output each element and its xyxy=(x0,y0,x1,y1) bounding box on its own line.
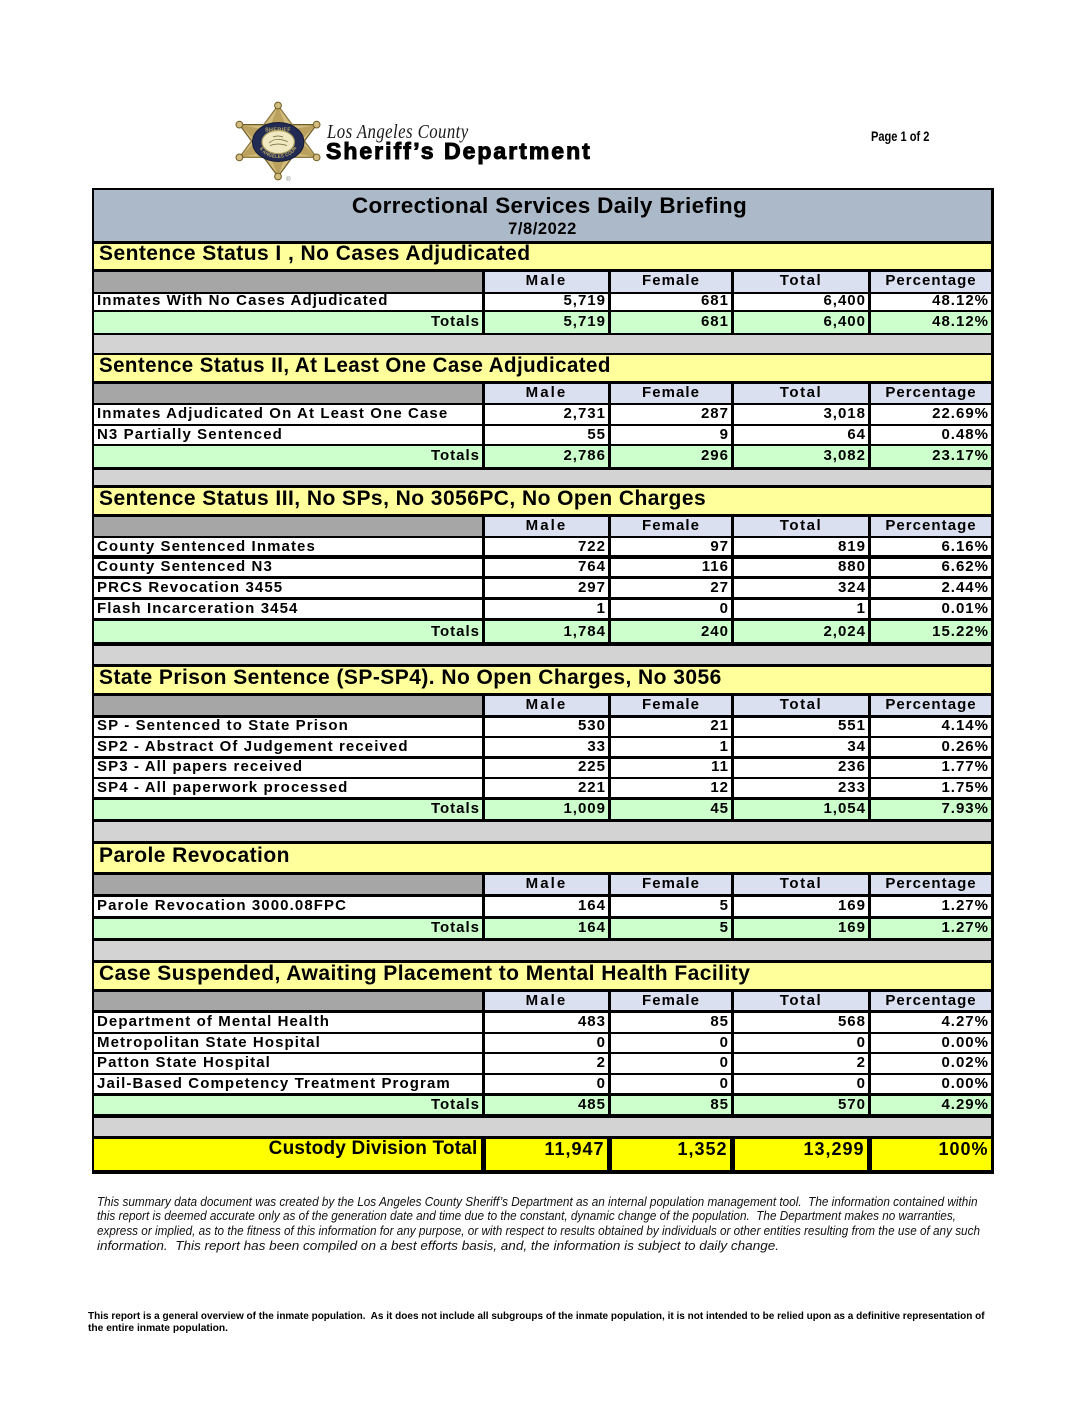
svg-text:®: ® xyxy=(286,175,291,183)
svg-text:SHERIFF: SHERIFF xyxy=(265,128,291,134)
